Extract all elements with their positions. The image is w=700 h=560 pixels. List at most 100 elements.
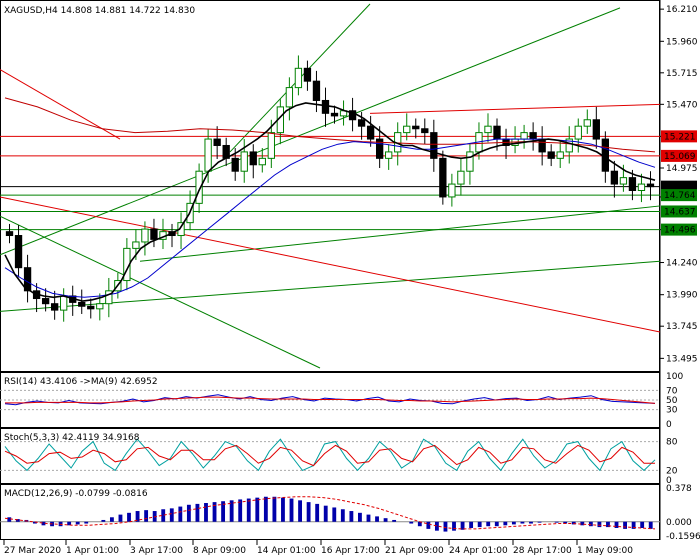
- candle-body: [565, 138, 573, 153]
- x-tick-label: 24 Apr 01:00: [449, 546, 508, 556]
- stoch-title: Stoch(5,3,3) 42.4119 34.9168: [4, 433, 140, 443]
- channel-green-upper: [0, 7, 621, 256]
- stoch-y-tick-label: 20: [666, 466, 678, 476]
- candle-body: [177, 222, 185, 237]
- candle-body: [41, 298, 50, 305]
- macd-y-tick-label: 0.378: [666, 484, 692, 494]
- level-tag: [661, 205, 697, 218]
- main-y-tick-label: 15.470: [666, 100, 698, 110]
- candle-body: [312, 80, 321, 101]
- x-tick-label: 1 May 09:00: [577, 546, 633, 556]
- candle-body: [439, 157, 447, 198]
- main-y-tick-label: 13.990: [666, 291, 698, 301]
- main-y-tick-label: 13.495: [666, 354, 698, 364]
- main-y-tick-label: 14.975: [666, 164, 698, 174]
- level-tag-label: 14.830: [664, 183, 696, 193]
- candle-body: [628, 177, 637, 192]
- candle-body: [547, 151, 555, 159]
- macd-signal-line: [4, 496, 656, 530]
- candle-body: [14, 235, 23, 269]
- x-tick-label: 21 Apr 09:00: [385, 546, 444, 556]
- candle-body: [520, 132, 528, 140]
- candle-body: [240, 151, 248, 172]
- candle-body: [637, 183, 646, 192]
- level-tag-label: 14.637: [664, 207, 696, 217]
- trendline-green-down: [0, 215, 321, 369]
- candle-body: [96, 303, 104, 310]
- candle-body: [60, 295, 68, 311]
- main-y-tick-label: 14.240: [666, 259, 698, 269]
- candle-body: [285, 87, 294, 108]
- candle-body: [5, 231, 14, 237]
- level-tag-label: 15.069: [664, 152, 696, 162]
- stoch-k-line: [4, 438, 656, 472]
- candle-body: [583, 119, 591, 127]
- trendline-red-falling: [0, 196, 661, 333]
- candle-body: [294, 67, 303, 89]
- macd-y-tick-label: 0.000: [666, 518, 692, 528]
- candle-body: [421, 128, 429, 134]
- level-tag-label: 14.496: [664, 226, 696, 236]
- candle-body: [529, 132, 537, 140]
- candle-body: [366, 125, 375, 140]
- candle-body: [375, 138, 384, 159]
- x-tick-label: 3 Apr 17:00: [130, 546, 183, 556]
- candle-body: [357, 119, 366, 127]
- stoch-y-tick-label: 0: [666, 476, 672, 486]
- candle-body: [258, 157, 266, 166]
- candle-body: [267, 132, 275, 159]
- candle-body: [574, 125, 582, 140]
- level-tag: [661, 223, 697, 236]
- candle-body: [249, 151, 257, 166]
- stoch-y-tick-label: 80: [666, 438, 678, 448]
- candle-body: [457, 170, 465, 185]
- main-title: XAGUSD,H4 14.808 14.881 14.722 14.830: [4, 6, 195, 16]
- level-tag: [661, 149, 697, 162]
- ma-slow-line: [4, 97, 656, 153]
- x-tick-label: 27 Mar 2020: [4, 546, 61, 556]
- candle-body: [592, 119, 600, 140]
- level-tag: [661, 189, 697, 202]
- rsi-ma-line: [5, 396, 656, 404]
- level-tag-label: 15.221: [664, 132, 696, 142]
- candle-body: [150, 228, 158, 240]
- trendline-red-top: [369, 103, 661, 114]
- candle-body: [403, 125, 411, 134]
- candle-body: [412, 125, 420, 130]
- candle-body: [385, 151, 393, 159]
- level-tag-label: 14.764: [664, 191, 696, 201]
- stoch-d-line: [4, 444, 655, 467]
- main-y-tick-label: 15.960: [666, 37, 698, 47]
- x-tick-label: 14 Apr 01:00: [257, 546, 316, 556]
- candle-body: [204, 138, 212, 172]
- level-tag: [661, 130, 697, 143]
- rsi-title: RSI(14) 43.4106 ->MA(9) 42.6952: [4, 377, 158, 387]
- main-y-tick-label: 13.745: [666, 322, 698, 332]
- x-tick-label: 8 Apr 09:00: [193, 546, 246, 556]
- macd-title: MACD(12,26,9) -0.0799 -0.0816: [4, 489, 148, 499]
- trendline-green-support: [139, 205, 661, 262]
- x-tick-label: 16 Apr 17:00: [321, 546, 380, 556]
- candle-body: [484, 125, 492, 134]
- rsi-y-tick-label: 30: [666, 406, 678, 416]
- candle-body: [619, 177, 628, 185]
- macd-y-tick-label: -0.1596: [666, 532, 700, 542]
- candle-body: [50, 303, 59, 311]
- rsi-y-tick-label: 100: [666, 372, 683, 382]
- candle-body: [78, 301, 86, 307]
- candle-body: [321, 99, 330, 114]
- candle-body: [23, 267, 32, 292]
- candle-body: [348, 110, 357, 121]
- candle-body: [430, 132, 438, 159]
- candle-body: [538, 138, 546, 153]
- candle-body: [87, 305, 95, 310]
- ma-fast-line: [4, 102, 656, 302]
- candle-body: [132, 241, 140, 249]
- x-tick-label: 28 Apr 17:00: [513, 546, 572, 556]
- main-y-tick-label: 15.715: [666, 69, 698, 79]
- main-y-tick-label: 16.210: [666, 5, 698, 15]
- candle-body: [610, 170, 619, 185]
- candle-body: [466, 151, 474, 172]
